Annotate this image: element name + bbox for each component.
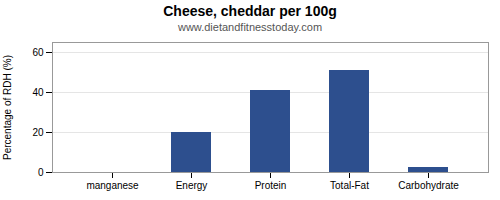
svg-text:20: 20 — [32, 127, 44, 138]
svg-text:Energy: Energy — [176, 180, 208, 191]
svg-text:Protein: Protein — [255, 180, 287, 191]
svg-text:Total-Fat: Total-Fat — [330, 180, 369, 191]
svg-text:0: 0 — [38, 167, 44, 178]
html-text:www.dietandfitnesstoday.com: www.dietandfitnesstoday.com — [178, 21, 322, 33]
svg-text:manganese: manganese — [86, 180, 139, 191]
html-text:Cheese, cheddar per 100g: Cheese, cheddar per 100g — [163, 3, 337, 19]
svg-text:Percentage of RDH (%): Percentage of RDH (%) — [2, 55, 13, 160]
svg-text:60: 60 — [32, 47, 44, 58]
svg-text:Carbohydrate: Carbohydrate — [398, 180, 459, 191]
svg-text:40: 40 — [32, 87, 44, 98]
